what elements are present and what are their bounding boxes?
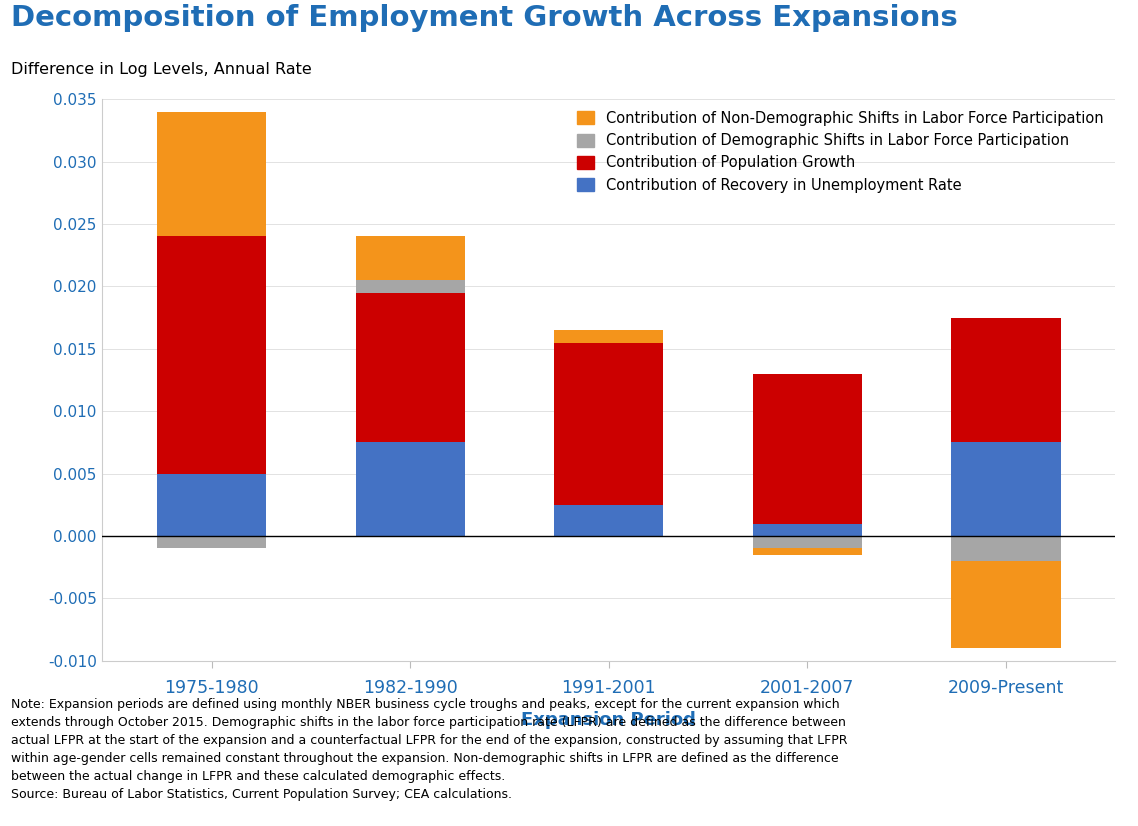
Text: Difference in Log Levels, Annual Rate: Difference in Log Levels, Annual Rate xyxy=(11,62,312,77)
Bar xyxy=(157,236,266,473)
Bar xyxy=(554,505,663,536)
Bar xyxy=(753,524,863,536)
Text: Note: Expansion periods are defined using monthly NBER business cycle troughs an: Note: Expansion periods are defined usin… xyxy=(11,698,848,801)
Bar xyxy=(157,473,266,536)
Bar xyxy=(356,280,464,292)
Bar xyxy=(157,112,266,236)
Bar xyxy=(356,292,464,443)
Bar xyxy=(951,443,1061,536)
Bar xyxy=(753,373,863,524)
Bar xyxy=(356,443,464,536)
Bar xyxy=(554,330,663,343)
Bar xyxy=(753,536,863,548)
Bar xyxy=(753,548,863,555)
Legend: Contribution of Non-Demographic Shifts in Labor Force Participation, Contributio: Contribution of Non-Demographic Shifts i… xyxy=(572,107,1108,197)
Bar xyxy=(157,536,266,548)
Bar xyxy=(951,561,1061,648)
Bar xyxy=(356,236,464,280)
Text: Decomposition of Employment Growth Across Expansions: Decomposition of Employment Growth Acros… xyxy=(11,4,958,32)
X-axis label: Expansion Period: Expansion Period xyxy=(521,710,696,729)
Bar xyxy=(951,317,1061,443)
Bar xyxy=(951,536,1061,561)
Bar xyxy=(554,343,663,505)
